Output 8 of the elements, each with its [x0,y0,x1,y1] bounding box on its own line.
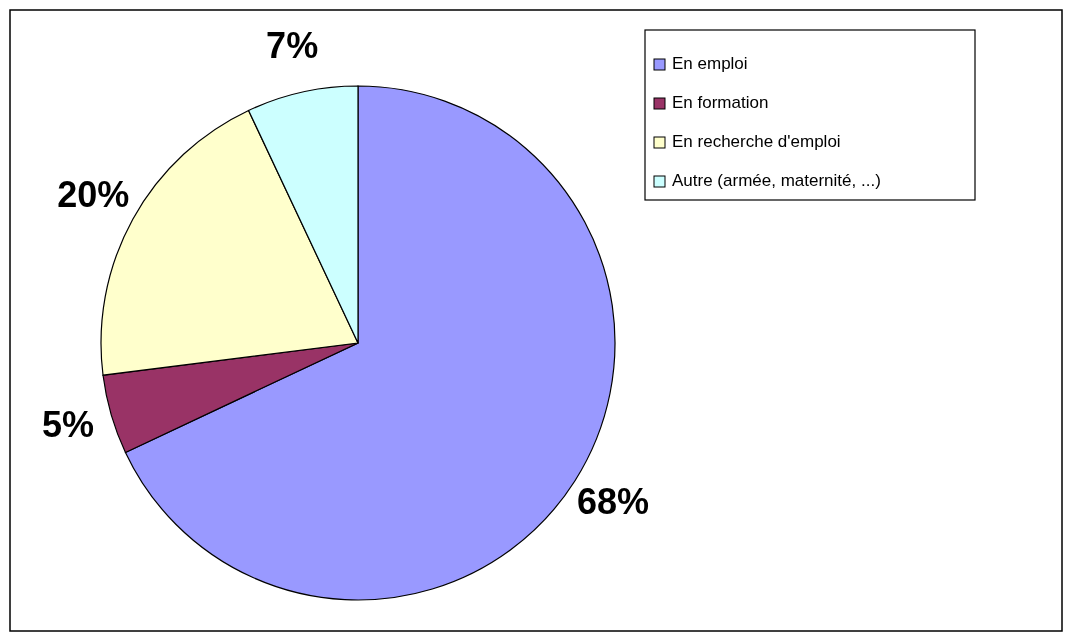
data-label: 5% [41,403,95,445]
data-label: 20% [57,174,130,216]
legend-label: Autre (armée, maternité, ...) [672,171,881,191]
data-label: 68% [576,481,650,523]
legend-label: En recherche d'emploi [672,132,841,152]
data-label: 7% [266,24,319,66]
legend-label: En formation [672,93,769,113]
legend-label: En emploi [672,54,748,74]
